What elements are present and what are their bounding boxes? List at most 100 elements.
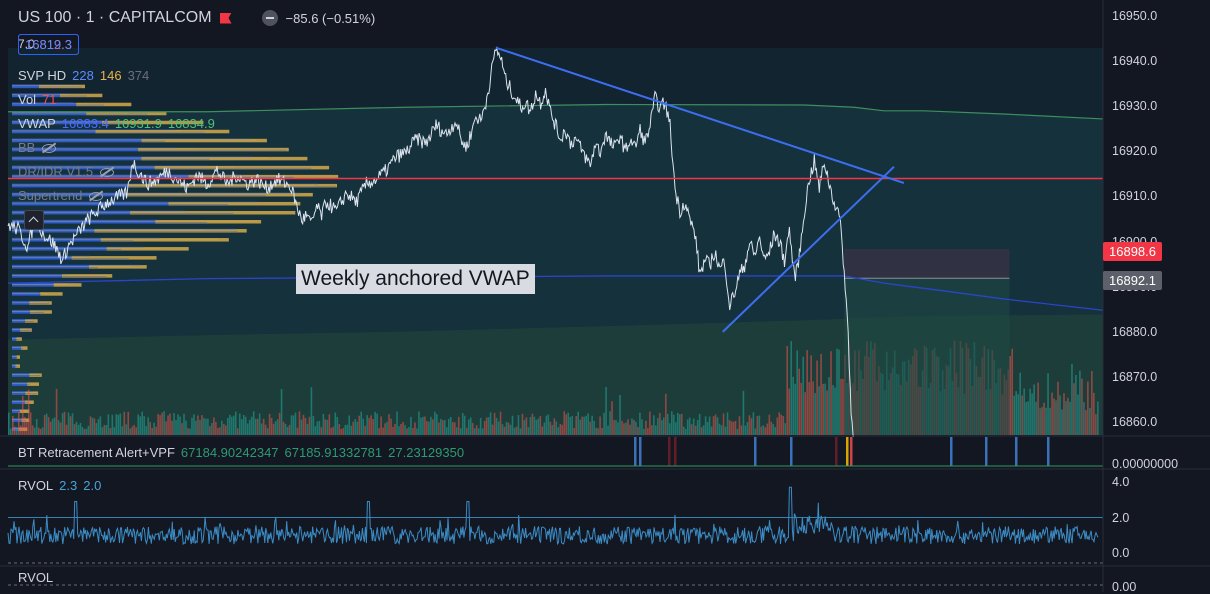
volume-bar: [796, 350, 798, 435]
volume-bar: [157, 413, 159, 435]
ask-price-button[interactable]: 16819.3: [18, 33, 79, 55]
legend-svp[interactable]: SVP HD 228 146 374: [18, 68, 150, 83]
volume-bar: [1023, 388, 1025, 435]
volume-bar: [772, 424, 775, 435]
volume-bar: [609, 411, 611, 435]
volume-bar: [278, 412, 281, 435]
volume-bar: [633, 419, 635, 435]
volume-bar: [17, 411, 20, 435]
profile-bar-down: [12, 292, 41, 296]
profile-bar-up: [100, 238, 229, 242]
volume-bar: [334, 412, 337, 435]
hidden-eye-icon[interactable]: [88, 190, 104, 202]
volume-bar: [322, 413, 325, 435]
collapse-legend-icon[interactable]: [261, 10, 278, 26]
volume-bar: [728, 420, 731, 435]
volume-bar: [577, 411, 579, 435]
legend-bt-retracement[interactable]: BT Retracement Alert+VPF 67184.90242347 …: [18, 445, 465, 460]
volume-bar: [31, 425, 34, 435]
volume-bar: [818, 386, 820, 435]
volume-bar: [320, 427, 323, 435]
volume-bar: [637, 427, 639, 435]
volume-bar: [61, 413, 64, 435]
volume-bar: [256, 418, 259, 435]
volume-bar: [674, 422, 677, 435]
volume-bar: [344, 425, 347, 435]
trendline-2: [722, 166, 895, 333]
volume-bar: [71, 413, 74, 435]
volume-bar: [786, 345, 789, 435]
profile-bar-up: [19, 409, 30, 413]
volume-bar: [105, 424, 108, 435]
hidden-eye-icon[interactable]: [41, 142, 57, 154]
legend-rvol[interactable]: RVOL 2.3 2.0: [18, 478, 102, 493]
volume-bar: [234, 411, 237, 435]
legend-rvol-2[interactable]: RVOL: [18, 570, 54, 585]
volume-bar: [776, 417, 779, 435]
volume-bar: [59, 422, 62, 435]
volume-bar: [1085, 410, 1087, 435]
volume-bar: [151, 427, 153, 435]
volume-bar: [99, 416, 102, 435]
volume-bar: [203, 417, 205, 435]
volume-bar: [1015, 391, 1017, 435]
volume-bar: [292, 415, 295, 435]
volume-bar: [597, 428, 599, 435]
profile-bar-down: [12, 265, 89, 269]
volume-bar: [808, 382, 810, 435]
retracement-marker: [985, 437, 988, 466]
volume-bar: [384, 423, 386, 435]
volume-bar: [89, 416, 92, 435]
volume-bar: [392, 426, 394, 435]
volume-bar: [778, 412, 781, 435]
collapse-legend-button[interactable]: [24, 210, 44, 230]
volume-bar: [350, 425, 353, 435]
profile-bar-up: [61, 274, 113, 278]
volume-bar: [649, 411, 651, 435]
volume-bar: [579, 419, 581, 435]
profile-bar-down: [12, 129, 96, 134]
volume-bar: [386, 421, 388, 435]
hidden-eye-icon[interactable]: [99, 166, 115, 178]
volume-bar: [533, 416, 536, 435]
symbol-title[interactable]: US 100 · 1 · CAPITALCOM: [18, 9, 212, 26]
volume-bar: [1047, 373, 1049, 435]
volume-bar: [420, 417, 422, 435]
volume-bar: [657, 417, 659, 435]
volume-bar: [603, 412, 605, 435]
legend-vwap[interactable]: VWAP 16883.4 16931.9 16834.9: [18, 116, 215, 131]
profile-bar-up: [141, 138, 267, 143]
volume-bar: [1095, 414, 1097, 435]
volume-bar: [812, 381, 814, 435]
volume-bar: [670, 411, 673, 435]
volume-bar: [336, 416, 339, 435]
annotation-label[interactable]: Weekly anchored VWAP: [296, 264, 535, 294]
volume-bar: [191, 417, 193, 435]
legend-vol[interactable]: Vol 71: [18, 92, 57, 107]
profile-bar-down: [12, 102, 77, 107]
legend-dridr[interactable]: DR/IDR V1.5: [18, 164, 115, 179]
volume-bar: [23, 416, 26, 435]
volume-bar: [611, 401, 613, 435]
volume-bar: [270, 417, 273, 435]
retracement-marker: [835, 437, 838, 466]
legend-supertrend[interactable]: Supertrend: [18, 188, 104, 203]
volume-bar: [663, 417, 665, 435]
volume-bar: [1017, 394, 1019, 435]
volume-bar: [380, 416, 382, 435]
volume-bar: [840, 378, 842, 435]
volume-bar: [659, 413, 661, 435]
volume-bar: [141, 411, 143, 435]
volume-bar: [696, 420, 699, 435]
volume-bar: [1055, 400, 1057, 435]
legend-bb[interactable]: BB: [18, 140, 57, 155]
volume-bar: [364, 425, 366, 435]
volume-bar: [806, 350, 808, 435]
price-axis-label: 16950.0: [1112, 9, 1158, 23]
volume-bar: [187, 428, 189, 435]
profile-bar-down: [12, 382, 28, 386]
price-series: [7, 46, 855, 442]
volume-bar: [179, 416, 181, 435]
volume-bar: [1063, 393, 1065, 435]
